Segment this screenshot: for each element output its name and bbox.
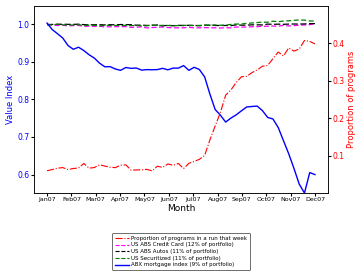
X-axis label: Month: Month — [167, 204, 195, 213]
Legend: Proportion of programs in a run that week, US ABS Credit Card (12% of portfolio): Proportion of programs in a run that wee… — [112, 233, 250, 270]
Y-axis label: Value Index: Value Index — [5, 75, 14, 124]
Y-axis label: Proportion of programs: Proportion of programs — [348, 51, 357, 148]
